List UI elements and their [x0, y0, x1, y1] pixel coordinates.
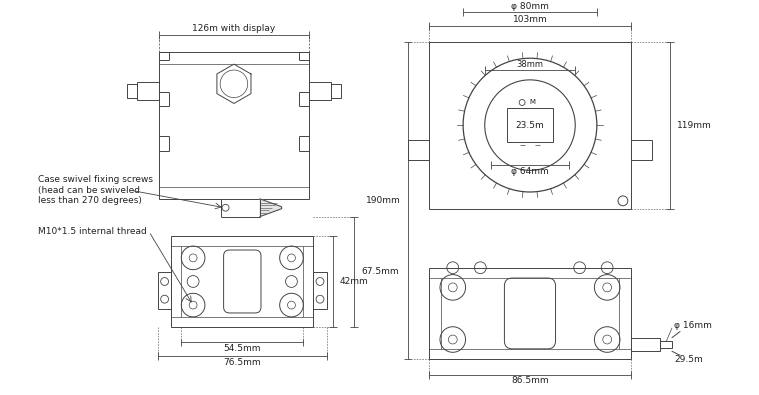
Text: 190mm: 190mm: [366, 196, 401, 205]
Bar: [429, 268, 631, 359]
Polygon shape: [260, 199, 282, 216]
Text: φ 16mm: φ 16mm: [674, 321, 712, 330]
Text: 119mm: 119mm: [677, 120, 712, 130]
Text: φ 64mm: φ 64mm: [511, 167, 549, 176]
Text: φ 80mm: φ 80mm: [511, 2, 549, 11]
Bar: [408, 140, 429, 160]
Text: 67.5mm: 67.5mm: [361, 267, 399, 276]
Text: 42mm: 42mm: [340, 277, 368, 286]
Bar: [137, 82, 159, 100]
Text: 38mm: 38mm: [516, 60, 543, 69]
Text: 126m with display: 126m with display: [192, 24, 276, 33]
Bar: [507, 108, 553, 142]
Text: 103mm: 103mm: [512, 15, 547, 24]
Text: 86.5mm: 86.5mm: [511, 376, 549, 386]
Bar: [429, 41, 631, 209]
Bar: [159, 52, 309, 199]
Text: M: M: [529, 100, 535, 105]
Text: less than 270 degrees): less than 270 degrees): [38, 196, 142, 205]
Bar: [660, 340, 672, 348]
Text: M10*1.5 internal thread: M10*1.5 internal thread: [38, 227, 146, 236]
Text: 54.5mm: 54.5mm: [224, 344, 261, 353]
Bar: [313, 272, 327, 309]
Text: 29.5m: 29.5m: [674, 355, 703, 364]
Bar: [631, 338, 660, 351]
Bar: [128, 84, 137, 98]
Text: Case swivel fixing screws: Case swivel fixing screws: [38, 175, 153, 184]
Bar: [309, 82, 331, 100]
Text: (head can be swiveled: (head can be swiveled: [38, 186, 140, 194]
Bar: [331, 84, 341, 98]
Bar: [172, 236, 313, 327]
Text: 23.5m: 23.5m: [515, 120, 544, 130]
Text: 76.5mm: 76.5mm: [223, 357, 261, 367]
Bar: [631, 140, 653, 160]
Bar: [158, 272, 172, 309]
